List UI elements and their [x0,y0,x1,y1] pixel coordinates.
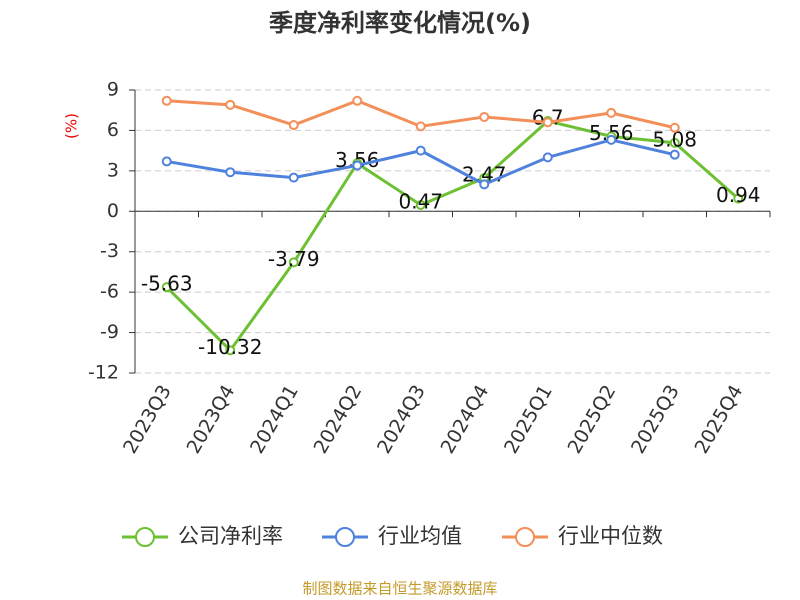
data-point [606,107,617,118]
data-point [669,149,680,160]
data-point [225,345,236,356]
data-point [606,134,617,145]
data-point [669,137,680,148]
data-label: -10.32 [198,335,262,359]
x-tick-label: 2024Q2 [310,381,367,457]
data-label: 0.47 [398,189,443,213]
data-point [352,160,363,171]
data-point [225,99,236,110]
data-point [288,257,299,268]
data-point [161,156,172,167]
x-tick-label: 2025Q1 [500,381,557,457]
x-tick-label: 2024Q3 [373,381,430,457]
y-tick-label: 3 [107,159,119,181]
data-point [288,172,299,183]
data-point [352,95,363,106]
x-tick-label: 2025Q4 [691,381,748,457]
x-tick-label: 2023Q4 [183,381,240,457]
data-point [542,152,553,163]
y-tick-label: -3 [100,240,119,262]
x-tick-label: 2023Q3 [119,381,176,457]
chart-title: 季度净利率变化情况(%) [269,9,531,37]
data-point [479,111,490,122]
y-tick-label: -12 [88,362,119,384]
legend-label: 公司净利率 [178,524,283,548]
series-line [165,119,740,353]
legend-marker [135,527,155,547]
y-tick-label: 0 [107,200,119,222]
data-point [415,121,426,132]
data-point [415,199,426,210]
data-point [288,120,299,131]
legend-label: 行业中位数 [558,524,663,548]
legend-label: 行业均值 [378,524,462,548]
data-label: -3.79 [268,247,320,271]
y-axis-label: (%) [63,113,81,139]
data-point [415,145,426,156]
data-label: -5.63 [141,272,193,296]
y-tick-label: 6 [107,119,119,141]
y-tick-label: -9 [100,321,119,343]
data-point [733,193,744,204]
y-tick-label: -6 [100,281,119,303]
data-label: 0.94 [716,183,761,207]
x-tick-label: 2024Q4 [437,381,494,457]
data-point [161,282,172,293]
data-point [161,95,172,106]
legend-marker [515,527,535,547]
x-tick-label: 2025Q3 [627,381,684,457]
data-point [225,167,236,178]
source-note: 制图数据来自恒生聚源数据库 [302,580,497,598]
data-point [479,179,490,190]
legend-marker [335,527,355,547]
y-tick-label: 9 [107,79,119,101]
x-tick-label: 2025Q2 [564,381,621,457]
data-point [542,117,553,128]
data-point [669,122,680,133]
x-tick-label: 2024Q1 [246,381,303,457]
